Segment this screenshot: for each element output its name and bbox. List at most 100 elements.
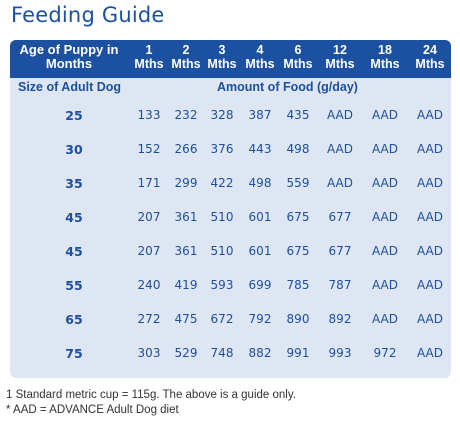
food-amount-cell: AAD — [417, 142, 443, 156]
food-amount-cell: 419 — [174, 278, 198, 292]
header-col: 3 Mths — [204, 43, 240, 71]
size-column-label: Size of Adult Dog — [18, 80, 121, 94]
dog-size-cell: 65 — [65, 312, 83, 327]
dog-size-cell: 75 — [65, 346, 83, 361]
header-age-label: Age of Puppy in Months — [10, 43, 128, 71]
header-col-unit: Mths — [245, 57, 275, 71]
header-col-number: 6 — [294, 43, 302, 57]
food-amount-cell: 991 — [286, 346, 310, 360]
header-col: 24 Mths — [412, 43, 448, 71]
food-amount-cell: AAD — [372, 278, 398, 292]
food-amount-cell: 361 — [174, 244, 198, 258]
food-amount-cell: AAD — [417, 278, 443, 292]
food-amount-cell: 675 — [286, 244, 310, 258]
dog-size-cell: 55 — [65, 278, 83, 293]
food-amount-cell: 232 — [174, 108, 198, 122]
food-amount-cell: AAD — [417, 108, 443, 122]
header-col-number: 2 — [182, 43, 190, 57]
header-col: 12 Mths — [322, 43, 358, 71]
table-row: 65 272 475 672 792 890 892 AAD AAD — [10, 312, 451, 332]
food-amount-cell: 510 — [210, 244, 234, 258]
food-amount-cell: 443 — [248, 142, 272, 156]
food-amount-cell: 299 — [174, 176, 198, 190]
food-amount-cell: 672 — [210, 312, 234, 326]
food-amount-cell: 303 — [137, 346, 161, 360]
table-row: 55 240 419 593 699 785 787 AAD AAD — [10, 278, 451, 298]
header-age-line2: Months — [45, 56, 93, 71]
food-amount-cell: AAD — [417, 312, 443, 326]
food-amount-cell: 510 — [210, 210, 234, 224]
food-amount-cell: AAD — [327, 142, 353, 156]
header-age-line1: Age of Puppy in — [19, 42, 119, 57]
header-col-number: 4 — [256, 43, 264, 57]
footnote-aad: * AAD = ADVANCE Adult Dog diet — [6, 404, 179, 416]
food-amount-cell: AAD — [372, 244, 398, 258]
food-amount-cell: 133 — [137, 108, 161, 122]
header-col-number: 24 — [423, 43, 437, 57]
food-amount-cell: AAD — [417, 176, 443, 190]
food-amount-cell: 266 — [174, 142, 198, 156]
header-col: 18 Mths — [367, 43, 403, 71]
food-amount-cell: 328 — [210, 108, 234, 122]
food-amount-cell: 272 — [137, 312, 161, 326]
food-amount-cell: 435 — [286, 108, 310, 122]
food-amount-cell: AAD — [417, 346, 443, 360]
food-amount-cell: 207 — [137, 244, 161, 258]
feeding-table: Age of Puppy in Months 1 Mths 2 Mths 3 Mths 4 M… — [10, 40, 451, 378]
food-amount-cell: 240 — [137, 278, 161, 292]
header-col-unit: Mths — [283, 57, 313, 71]
food-amount-cell: 593 — [210, 278, 234, 292]
food-amount-cell: 207 — [137, 210, 161, 224]
food-amount-cell: AAD — [372, 108, 398, 122]
food-amount-cell: AAD — [372, 176, 398, 190]
food-amount-cell: AAD — [327, 108, 353, 122]
header-col-number: 12 — [333, 43, 347, 57]
header-col-number: 1 — [145, 43, 153, 57]
page-title: Feeding Guide — [11, 3, 165, 27]
food-amount-cell: AAD — [372, 312, 398, 326]
table-row: 35 171 299 422 498 559 AAD AAD AAD — [10, 176, 451, 196]
food-amount-cell: 152 — [137, 142, 161, 156]
food-amount-cell: 422 — [210, 176, 234, 190]
food-amount-cell: 677 — [328, 244, 352, 258]
food-amount-cell: AAD — [372, 142, 398, 156]
footnote-cup: 1 Standard metric cup = 115g. The above … — [6, 389, 296, 401]
table-row: 30 152 266 376 443 498 AAD AAD AAD — [10, 142, 451, 162]
header-col: 2 Mths — [168, 43, 204, 71]
food-amount-cell: 993 — [328, 346, 352, 360]
header-col-unit: Mths — [370, 57, 400, 71]
food-amount-cell: 972 — [373, 346, 397, 360]
amount-label: Amount of Food (g/day) — [217, 80, 358, 94]
header-col-number: 3 — [218, 43, 226, 57]
food-amount-cell: AAD — [327, 176, 353, 190]
table-row: 45 207 361 510 601 675 677 AAD AAD — [10, 210, 451, 230]
header-col-unit: Mths — [415, 57, 445, 71]
dog-size-cell: 35 — [65, 176, 83, 191]
food-amount-cell: 559 — [286, 176, 310, 190]
table-row: 45 207 361 510 601 675 677 AAD AAD — [10, 244, 451, 264]
food-amount-cell: AAD — [372, 210, 398, 224]
food-amount-cell: 785 — [286, 278, 310, 292]
header-col-unit: Mths — [171, 57, 201, 71]
food-amount-cell: 498 — [286, 142, 310, 156]
food-amount-cell: 748 — [210, 346, 234, 360]
food-amount-cell: 171 — [137, 176, 161, 190]
dog-size-cell: 25 — [65, 108, 83, 123]
food-amount-cell: 361 — [174, 210, 198, 224]
food-amount-cell: AAD — [417, 210, 443, 224]
table-row: 25 133 232 328 387 435 AAD AAD AAD — [10, 108, 451, 128]
food-amount-cell: 792 — [248, 312, 272, 326]
food-amount-cell: 892 — [328, 312, 352, 326]
food-amount-cell: 529 — [174, 346, 198, 360]
header-col: 1 Mths — [131, 43, 167, 71]
food-amount-cell: 601 — [248, 244, 272, 258]
dog-size-cell: 45 — [65, 210, 83, 225]
header-col: 4 Mths — [242, 43, 278, 71]
header-col-unit: Mths — [134, 57, 164, 71]
food-amount-cell: 498 — [248, 176, 272, 190]
food-amount-cell: 699 — [248, 278, 272, 292]
food-amount-cell: 475 — [174, 312, 198, 326]
food-amount-cell: 601 — [248, 210, 272, 224]
header-col-number: 18 — [378, 43, 392, 57]
header-col-unit: Mths — [207, 57, 237, 71]
